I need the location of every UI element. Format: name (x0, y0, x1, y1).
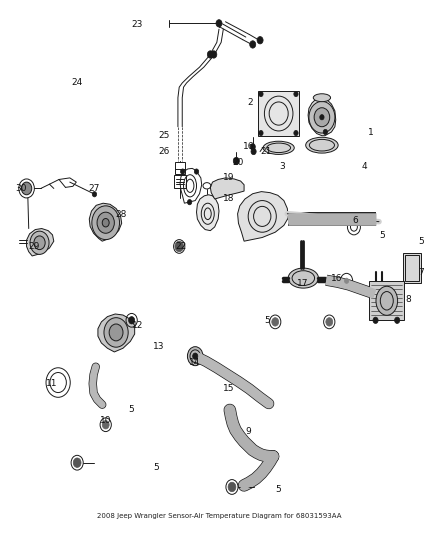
Text: 7: 7 (418, 268, 424, 277)
Text: 14: 14 (189, 358, 200, 367)
Circle shape (102, 421, 109, 429)
Text: 5: 5 (265, 316, 270, 325)
Text: 16: 16 (331, 273, 342, 282)
Circle shape (326, 318, 333, 326)
Text: 21: 21 (260, 147, 272, 156)
Ellipse shape (313, 94, 331, 102)
Circle shape (250, 41, 256, 48)
Circle shape (259, 91, 263, 96)
Circle shape (251, 148, 256, 155)
Bar (403, 253, 421, 284)
Circle shape (314, 108, 330, 127)
Text: 10: 10 (100, 416, 112, 425)
Bar (370, 281, 404, 320)
Text: 5: 5 (153, 464, 159, 472)
Circle shape (175, 241, 184, 252)
Circle shape (228, 482, 236, 492)
Text: 13: 13 (153, 342, 165, 351)
Bar (258, 91, 299, 136)
Circle shape (102, 219, 109, 227)
Circle shape (259, 131, 263, 136)
Text: 6: 6 (352, 215, 358, 224)
Circle shape (233, 157, 239, 165)
Circle shape (211, 51, 217, 58)
Circle shape (92, 191, 97, 197)
Text: 16: 16 (243, 142, 254, 151)
Polygon shape (237, 191, 288, 241)
Polygon shape (197, 195, 219, 231)
Text: 27: 27 (88, 184, 100, 193)
Circle shape (187, 199, 192, 205)
Text: 28: 28 (115, 211, 127, 219)
Text: 3: 3 (279, 162, 285, 171)
Bar (174, 175, 186, 189)
Text: 23: 23 (132, 20, 143, 29)
Text: 22: 22 (175, 242, 186, 251)
Circle shape (257, 37, 263, 44)
Circle shape (250, 143, 255, 150)
Polygon shape (98, 314, 134, 352)
Circle shape (194, 169, 199, 174)
Text: 2: 2 (247, 99, 253, 108)
Bar (175, 162, 185, 174)
Text: 25: 25 (159, 131, 170, 140)
Circle shape (104, 318, 128, 347)
Text: 19: 19 (223, 173, 235, 182)
Circle shape (97, 212, 114, 233)
Circle shape (320, 115, 324, 120)
Text: 26: 26 (159, 147, 170, 156)
Text: 12: 12 (132, 321, 143, 330)
Text: 15: 15 (223, 384, 234, 393)
Circle shape (294, 131, 298, 136)
Circle shape (187, 346, 203, 366)
Ellipse shape (288, 268, 318, 288)
Text: 1: 1 (368, 127, 374, 136)
Text: 5: 5 (379, 231, 385, 240)
Text: 2008 Jeep Wrangler Sensor-Air Temperature Diagram for 68031593AA: 2008 Jeep Wrangler Sensor-Air Temperatur… (97, 513, 341, 519)
Circle shape (373, 317, 378, 324)
Circle shape (92, 206, 120, 240)
Circle shape (294, 91, 298, 96)
Circle shape (30, 231, 49, 254)
Polygon shape (27, 229, 54, 256)
Text: 5: 5 (275, 484, 281, 494)
Circle shape (193, 353, 198, 359)
Circle shape (73, 458, 81, 467)
Polygon shape (308, 98, 336, 136)
Polygon shape (89, 203, 122, 241)
Ellipse shape (306, 138, 338, 153)
Bar (405, 255, 419, 281)
Circle shape (180, 169, 185, 174)
Circle shape (344, 278, 349, 284)
Text: 9: 9 (245, 426, 251, 435)
Circle shape (272, 318, 279, 326)
Circle shape (129, 317, 134, 324)
Ellipse shape (376, 286, 398, 316)
Text: 24: 24 (71, 78, 82, 87)
Text: 30: 30 (16, 184, 27, 193)
Polygon shape (210, 178, 244, 199)
Text: 5: 5 (418, 237, 424, 246)
Text: 17: 17 (297, 279, 308, 288)
Circle shape (323, 130, 328, 135)
Text: 8: 8 (405, 295, 411, 304)
Text: 20: 20 (232, 158, 244, 167)
Circle shape (21, 182, 32, 195)
Circle shape (34, 236, 45, 249)
Circle shape (216, 20, 222, 27)
Circle shape (207, 51, 213, 58)
Circle shape (309, 101, 335, 133)
Text: 18: 18 (223, 195, 235, 204)
Text: 5: 5 (128, 406, 134, 415)
Text: 11: 11 (46, 379, 57, 388)
Text: 4: 4 (362, 162, 367, 171)
Circle shape (109, 324, 123, 341)
Circle shape (395, 317, 400, 324)
Ellipse shape (263, 141, 294, 155)
Text: 29: 29 (28, 242, 39, 251)
